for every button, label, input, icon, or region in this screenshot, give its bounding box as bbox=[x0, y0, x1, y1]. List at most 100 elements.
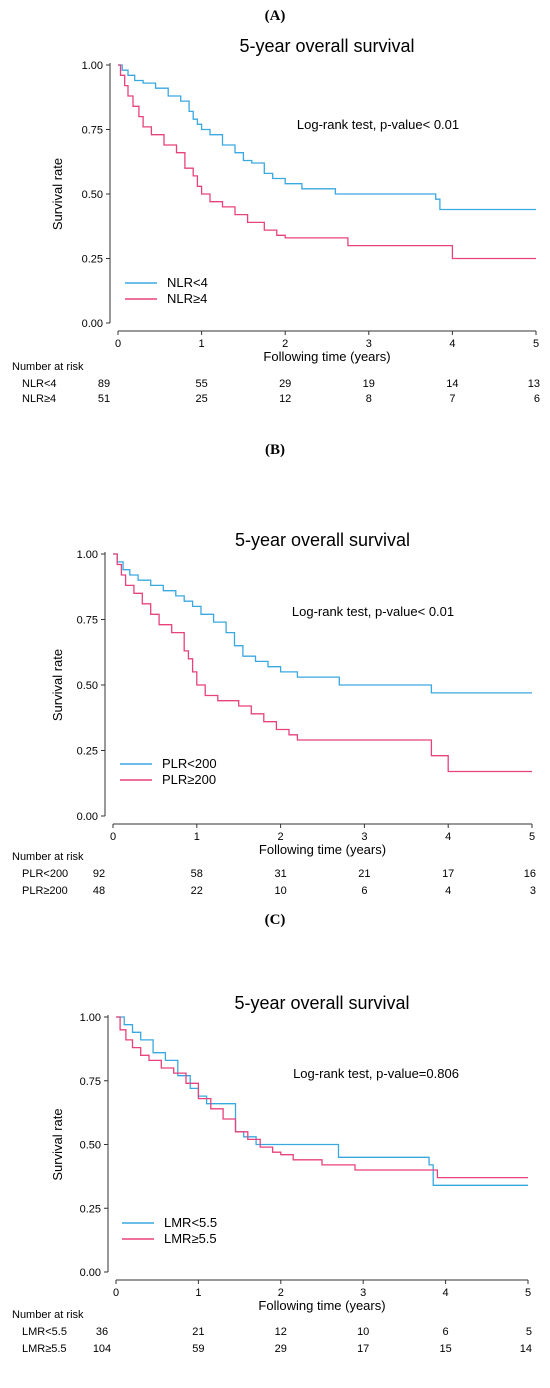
risk-value: 58 bbox=[191, 868, 203, 880]
chart-title: 5-year overall survival bbox=[239, 36, 414, 56]
x-tick-label: 0 bbox=[115, 338, 121, 350]
legend-label: LMR<5.5 bbox=[164, 1215, 217, 1230]
series-line-0 bbox=[118, 64, 536, 211]
risk-value: 25 bbox=[195, 393, 207, 405]
risk-value: 6 bbox=[443, 1326, 449, 1338]
panel-c: (C) 5-year overall survival 0.00 0.25 0.50 0.… bbox=[0, 910, 550, 1388]
y-tick-label: 0.25 bbox=[80, 1203, 101, 1215]
legend-label: NLR<4 bbox=[167, 275, 208, 290]
risk-value: 21 bbox=[358, 868, 370, 880]
x-tick-label: 2 bbox=[278, 1287, 284, 1299]
risk-value: 31 bbox=[274, 868, 286, 880]
risk-table-title: Number at risk bbox=[12, 1309, 84, 1321]
risk-value: 21 bbox=[192, 1326, 204, 1338]
risk-value: 12 bbox=[275, 1326, 287, 1338]
x-tick-label: 0 bbox=[113, 1287, 119, 1299]
y-axis-label: Survival rate bbox=[50, 1108, 65, 1180]
risk-value: 4 bbox=[445, 885, 451, 897]
y-tick-label: 0.00 bbox=[80, 1267, 101, 1279]
risk-value: 6 bbox=[361, 885, 367, 897]
risk-row-label: PLR<200 bbox=[22, 868, 68, 880]
risk-value: 12 bbox=[279, 393, 291, 405]
y-tick-label: 0.75 bbox=[80, 1076, 101, 1088]
risk-row-label: NLR<4 bbox=[22, 378, 57, 390]
series-line-0 bbox=[113, 553, 532, 694]
survival-chart: 5-year overall survival 0.00 0.25 0.50 0.75 1… bbox=[12, 36, 540, 405]
y-tick-label: 0.00 bbox=[82, 318, 103, 330]
x-axis-label: Following time (years) bbox=[263, 349, 390, 364]
y-tick-label: 0.25 bbox=[82, 254, 103, 266]
y-tick-label: 1.00 bbox=[77, 549, 98, 561]
x-tick-label: 1 bbox=[195, 1287, 201, 1299]
risk-value: 7 bbox=[449, 393, 455, 405]
risk-value: 14 bbox=[446, 378, 458, 390]
y-tick-label: 0.00 bbox=[77, 811, 98, 823]
x-tick-label: 5 bbox=[529, 831, 535, 843]
x-tick-label: 3 bbox=[366, 338, 372, 350]
risk-value: 6 bbox=[534, 393, 540, 405]
risk-value: 29 bbox=[279, 378, 291, 390]
risk-value: 51 bbox=[98, 393, 110, 405]
risk-value: 10 bbox=[357, 1326, 369, 1338]
risk-row-label: LMR<5.5 bbox=[22, 1326, 67, 1338]
risk-value: 10 bbox=[274, 885, 286, 897]
legend-label: NLR≥4 bbox=[167, 291, 207, 306]
x-tick-label: 1 bbox=[194, 831, 200, 843]
y-tick-label: 0.50 bbox=[77, 680, 98, 692]
x-axis-label: Following time (years) bbox=[259, 842, 386, 857]
risk-value: 3 bbox=[530, 885, 536, 897]
legend-label: LMR≥5.5 bbox=[164, 1231, 217, 1246]
risk-value: 8 bbox=[366, 393, 372, 405]
y-axis-label: Survival rate bbox=[50, 649, 65, 721]
y-tick-label: 0.75 bbox=[82, 125, 103, 137]
risk-row-label: LMR≥5.5 bbox=[22, 1343, 67, 1355]
x-tick-label: 1 bbox=[199, 338, 205, 350]
panel-label: (A) bbox=[264, 8, 286, 24]
x-tick-label: 2 bbox=[278, 831, 284, 843]
x-tick-label: 4 bbox=[443, 1287, 449, 1299]
chart-title: 5-year overall survival bbox=[235, 530, 410, 550]
risk-value: 89 bbox=[98, 378, 110, 390]
y-axis-label: Survival rate bbox=[50, 158, 65, 230]
x-tick-label: 2 bbox=[282, 338, 288, 350]
risk-value: 17 bbox=[442, 868, 454, 880]
risk-value: 36 bbox=[96, 1326, 108, 1338]
risk-value: 48 bbox=[93, 885, 105, 897]
panel-b: (B) 5-year overall survival 0.00 0.25 0.50 0.… bbox=[0, 440, 550, 910]
risk-value: 104 bbox=[93, 1343, 111, 1355]
risk-value: 17 bbox=[357, 1343, 369, 1355]
y-tick-label: 1.00 bbox=[80, 1012, 101, 1024]
series-line-1 bbox=[113, 553, 532, 773]
x-tick-label: 4 bbox=[445, 831, 451, 843]
log-rank-annotation: Log-rank test, p-value< 0.01 bbox=[292, 604, 454, 619]
risk-value: 55 bbox=[195, 378, 207, 390]
log-rank-annotation: Log-rank test, p-value< 0.01 bbox=[297, 117, 459, 132]
risk-value: 13 bbox=[528, 378, 540, 390]
y-tick-label: 0.75 bbox=[77, 615, 98, 627]
risk-value: 92 bbox=[93, 868, 105, 880]
y-tick-label: 0.50 bbox=[80, 1140, 101, 1152]
panel-label: (B) bbox=[265, 442, 285, 458]
risk-value: 19 bbox=[363, 378, 375, 390]
y-tick-label: 0.50 bbox=[82, 189, 103, 201]
legend-label: PLR≥200 bbox=[162, 772, 216, 787]
survival-chart: 5-year overall survival 0.00 0.25 0.50 0.75 1… bbox=[12, 993, 532, 1355]
risk-row-label: PLR≥200 bbox=[22, 885, 68, 897]
panel-label: (C) bbox=[264, 912, 286, 928]
risk-value: 15 bbox=[439, 1343, 451, 1355]
risk-value: 14 bbox=[520, 1343, 532, 1355]
survival-chart: 5-year overall survival 0.00 0.25 0.50 0.75 1… bbox=[12, 530, 536, 897]
risk-value: 29 bbox=[275, 1343, 287, 1355]
risk-value: 59 bbox=[192, 1343, 204, 1355]
x-tick-label: 3 bbox=[361, 831, 367, 843]
legend-label: PLR<200 bbox=[162, 756, 217, 771]
risk-table-title: Number at risk bbox=[12, 361, 84, 373]
panel-a: (A) 5-year overall survival 0.00 0.25 0.50 0.… bbox=[0, 0, 550, 440]
y-tick-label: 1.00 bbox=[82, 60, 103, 72]
log-rank-annotation: Log-rank test, p-value=0.806 bbox=[293, 1066, 459, 1081]
risk-row-label: NLR≥4 bbox=[22, 393, 56, 405]
x-axis-label: Following time (years) bbox=[258, 1298, 385, 1313]
series-line-1 bbox=[118, 64, 536, 260]
risk-value: 5 bbox=[526, 1326, 532, 1338]
risk-value: 16 bbox=[524, 868, 536, 880]
